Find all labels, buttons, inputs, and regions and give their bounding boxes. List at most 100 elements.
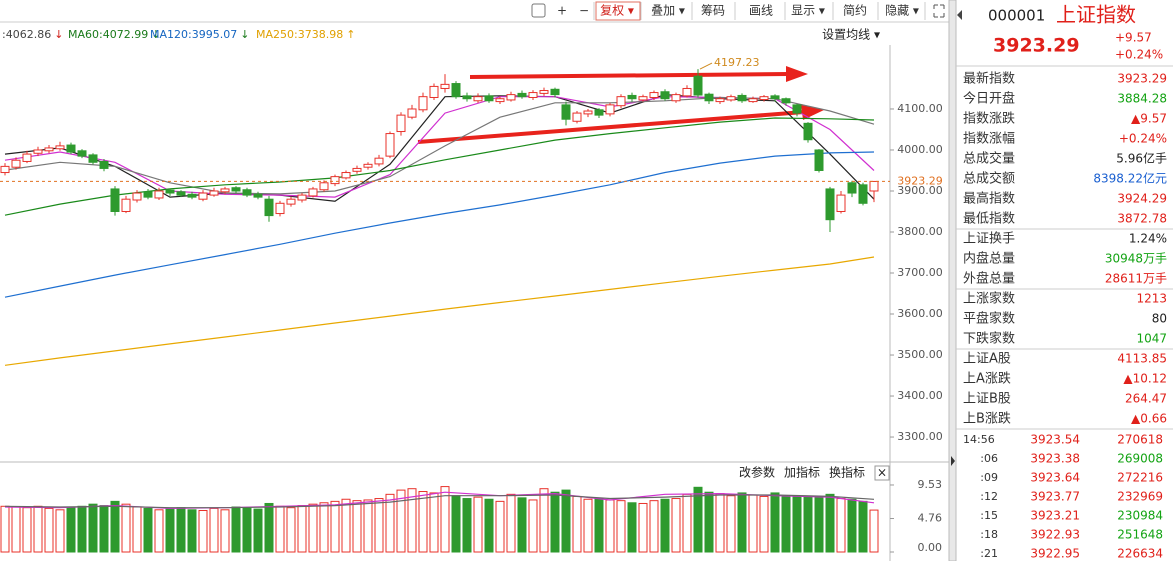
tick-price: 3923.21 — [1030, 509, 1080, 523]
y-tick-label: 3500.00 — [897, 348, 943, 361]
toolbar-button[interactable]: 简约 — [843, 3, 867, 18]
volume-bar — [759, 495, 769, 553]
volume-bar — [33, 505, 43, 553]
stat-label: 上证B股 — [963, 392, 1011, 407]
tick-price: 3922.95 — [1030, 547, 1080, 561]
quote-code: 000001 — [988, 7, 1045, 25]
stat-label: 外盘总量 — [963, 271, 1015, 287]
candle-body — [583, 110, 593, 115]
candle-body — [297, 194, 307, 201]
stat-value: 1047 — [1136, 332, 1167, 346]
volume-bar — [682, 493, 692, 553]
volume-bar — [561, 489, 571, 553]
volume-bar — [341, 498, 351, 553]
toolbar-button[interactable]: 显示 ▾ — [791, 4, 825, 18]
y-tick-label: 3400.00 — [897, 389, 943, 402]
candle-body — [462, 95, 472, 100]
candle-body — [220, 188, 230, 193]
ma-legend-value: MA120:3995.07 — [150, 28, 237, 41]
toolbar-button[interactable]: + — [557, 4, 567, 18]
candle-body — [748, 98, 758, 103]
stat-label: 内盘总量 — [963, 251, 1015, 267]
trend-arrows — [417, 66, 824, 144]
tick-volume: 230984 — [1117, 509, 1163, 523]
candle-body — [737, 94, 747, 102]
stat-value: 264.47 — [1125, 392, 1167, 406]
candle-body — [132, 192, 142, 201]
volume-bar — [0, 505, 10, 553]
volume-bar — [858, 500, 868, 553]
candle-body — [539, 90, 549, 94]
candle-body — [770, 95, 780, 100]
splitter-handle[interactable] — [951, 456, 955, 466]
volume-bar — [176, 507, 186, 553]
tick-time: :06 — [980, 452, 998, 465]
candle-body — [330, 176, 340, 185]
candle-body — [44, 147, 54, 152]
volume-bar — [748, 494, 758, 553]
volume-bar — [495, 500, 505, 553]
indicator-button[interactable]: 加指标 — [784, 465, 820, 480]
volume-tick-label: 4.76 — [918, 512, 943, 525]
volume-bar — [418, 491, 428, 553]
toolbar-icons — [531, 3, 945, 18]
candle-body — [759, 96, 769, 101]
volume-bar — [572, 495, 582, 553]
tick-volume: 251648 — [1117, 528, 1163, 542]
volume-bar — [616, 500, 626, 553]
arrow-head — [786, 66, 808, 82]
candle-body — [88, 154, 98, 163]
toolbar-button[interactable]: 筹码 — [701, 4, 725, 18]
volume-bar — [11, 506, 21, 553]
volume-close[interactable]: × — [877, 466, 887, 480]
y-tick-label: 3900.00 — [897, 184, 943, 197]
stat-value: 8398.22亿元 — [1093, 171, 1167, 186]
volume-bar — [385, 493, 395, 553]
candle-body — [352, 167, 362, 172]
volume-bar — [55, 509, 65, 553]
toolbar-button[interactable]: 画线 — [749, 4, 773, 18]
candle-body — [836, 194, 846, 212]
toolbar-button[interactable]: 隐藏 ▾ — [885, 4, 919, 18]
candle-body — [484, 95, 494, 102]
stat-label: 下跌家数 — [963, 331, 1015, 347]
ma-legend-arrow: ↓ — [151, 28, 160, 41]
lock-icon[interactable] — [531, 3, 546, 18]
candle-body — [33, 149, 43, 154]
candle-body — [11, 159, 21, 168]
volume-close-box[interactable] — [874, 465, 890, 481]
toolbar-button[interactable]: 叠加 ▾ — [651, 4, 685, 18]
ma-settings[interactable]: 设置均线 ▾ — [822, 28, 880, 42]
toolbar-button[interactable]: 复权 ▾ — [600, 4, 634, 18]
candle-body — [242, 189, 252, 196]
stat-value: 3872.78 — [1117, 212, 1167, 226]
volume-bar — [869, 509, 879, 553]
indicator-button[interactable]: 换指标 — [829, 465, 865, 480]
candle-body — [638, 96, 648, 101]
candle-body — [187, 193, 197, 198]
candle-body — [418, 96, 428, 111]
volume-bar — [264, 502, 274, 553]
volume-bar — [715, 493, 725, 553]
fullscreen-icon[interactable] — [933, 4, 945, 18]
stat-value: 4113.85 — [1117, 352, 1167, 366]
back-icon[interactable] — [957, 10, 962, 20]
candle-body — [869, 180, 879, 192]
side-splitter[interactable] — [948, 0, 957, 561]
candle-body — [825, 188, 835, 221]
indicator-button[interactable]: 改参数 — [739, 465, 775, 480]
ma-legend-value: MA60:4072.99 — [68, 28, 148, 41]
toolbar-button[interactable]: − — [579, 4, 589, 18]
volume-tick-label: 0.00 — [918, 541, 943, 554]
volume-bar — [110, 500, 120, 553]
volume-bar — [407, 488, 417, 553]
volume-bar — [484, 498, 494, 553]
ma-legend-value: MA250:3738.98 — [256, 28, 343, 41]
tick-volume: 269008 — [1117, 452, 1163, 466]
volume-bar — [836, 498, 846, 553]
candle-body — [165, 189, 175, 194]
arrow-line — [469, 72, 789, 79]
volume-bar — [803, 496, 813, 553]
volume-bar — [88, 503, 98, 553]
